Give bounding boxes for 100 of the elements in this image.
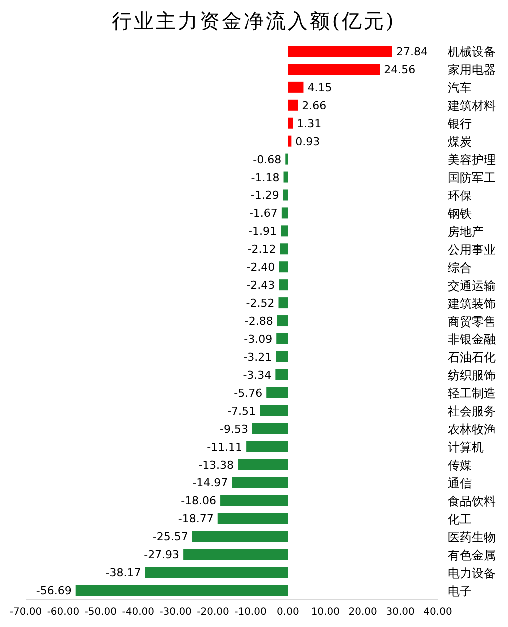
data-label: -1.67 <box>249 207 278 220</box>
data-label: -27.93 <box>144 548 180 562</box>
data-label: -18.77 <box>178 512 214 526</box>
bar <box>276 369 288 380</box>
y-tick-label: 煤炭 <box>448 135 472 150</box>
bar <box>220 495 288 506</box>
bar <box>282 208 288 219</box>
bar <box>192 531 288 542</box>
data-label: -56.69 <box>36 584 72 598</box>
y-tick-label: 化工 <box>448 512 472 526</box>
bar <box>288 64 380 75</box>
y-tick-label: 公用事业 <box>448 242 496 257</box>
y-tick-label: 石油石化 <box>448 350 496 365</box>
y-tick-label: 医药生物 <box>448 530 496 544</box>
bar <box>279 262 288 273</box>
y-tick-label: 环保 <box>448 188 472 203</box>
y-tick-label: 商贸零售 <box>448 314 496 329</box>
y-tick-label: 交通运输 <box>448 278 496 293</box>
data-label: -1.29 <box>250 189 280 202</box>
y-tick-label: 家用电器 <box>448 63 496 78</box>
bar <box>277 316 288 327</box>
data-label: -38.17 <box>106 566 142 580</box>
y-tick-label: 综合 <box>448 260 472 275</box>
y-tick-label: 电子 <box>448 584 472 598</box>
data-label: -25.57 <box>152 530 188 544</box>
y-tick-label: 社会服务 <box>448 404 496 419</box>
bar <box>288 136 292 147</box>
data-label: -2.43 <box>246 279 276 292</box>
y-tick-label: 汽车 <box>448 81 472 96</box>
x-tick-label: -40.00 <box>122 607 154 618</box>
data-label: -11.11 <box>207 440 243 454</box>
data-label: -18.06 <box>181 494 217 508</box>
bar <box>145 567 288 578</box>
data-label: -3.34 <box>243 368 272 382</box>
y-tick-label: 国防军工 <box>448 171 496 186</box>
bar <box>288 100 298 111</box>
bar <box>76 585 288 596</box>
bar <box>276 351 288 362</box>
bar <box>238 459 288 470</box>
y-tick-label: 农林牧渔 <box>448 422 496 437</box>
bar <box>279 280 288 291</box>
data-label: -7.51 <box>228 404 256 418</box>
data-label: -13.38 <box>198 458 234 472</box>
x-tick-label: -60.00 <box>47 607 80 618</box>
bar <box>232 477 288 488</box>
y-tick-label: 轻工制造 <box>448 386 496 401</box>
data-label: -2.40 <box>246 261 276 274</box>
data-label: -3.09 <box>244 332 273 346</box>
data-label: 4.15 <box>308 81 332 94</box>
bar <box>252 423 288 434</box>
data-label: -14.97 <box>192 476 228 490</box>
data-label: -2.88 <box>244 315 274 328</box>
y-tick-label: 非银金融 <box>448 332 496 347</box>
bar <box>288 118 294 129</box>
bar <box>280 244 288 255</box>
y-tick-label: 机械设备 <box>448 45 496 60</box>
bar <box>288 82 304 93</box>
y-tick-label: 建筑装饰 <box>447 296 496 311</box>
x-tick-label: 20.00 <box>348 607 378 618</box>
y-tick-label: 钢铁 <box>447 206 472 221</box>
data-label: -2.52 <box>246 297 275 310</box>
x-tick-label: -50.00 <box>84 607 118 618</box>
x-tick-label: 10.00 <box>311 607 340 618</box>
bar <box>260 405 288 416</box>
bar <box>184 549 288 560</box>
x-tick-label: 30.00 <box>386 607 415 618</box>
y-tick-label: 电力设备 <box>448 566 496 580</box>
data-label: -1.91 <box>248 225 278 238</box>
x-tick-label: -30.00 <box>160 607 192 618</box>
y-tick-label: 建筑材料 <box>447 99 496 114</box>
data-label: 27.84 <box>396 46 428 58</box>
x-tick-label: -10.00 <box>234 607 267 618</box>
data-label: -2.12 <box>248 243 276 256</box>
x-tick-label: 0.00 <box>277 607 300 618</box>
x-tick-label: -70.00 <box>10 607 42 618</box>
x-tick-label: 40.00 <box>424 607 452 618</box>
y-tick-label: 美容护理 <box>448 153 496 168</box>
data-label: -0.68 <box>253 153 282 166</box>
data-label: 24.56 <box>384 63 416 76</box>
data-label: 1.31 <box>297 117 322 130</box>
y-tick-label: 银行 <box>447 117 472 132</box>
bar <box>283 190 288 201</box>
bar <box>276 333 288 344</box>
bar <box>286 154 288 165</box>
bar <box>288 46 392 57</box>
bar <box>218 513 288 524</box>
bar <box>266 387 288 398</box>
data-label: -1.18 <box>251 171 280 184</box>
y-tick-label: 通信 <box>448 476 472 490</box>
data-label: -9.53 <box>220 422 248 436</box>
chart-title: 行业主力资金净流入额(亿元) <box>111 8 397 35</box>
bar <box>284 172 288 183</box>
x-tick-label: -20.00 <box>197 607 230 618</box>
y-tick-label: 纺织服饰 <box>448 368 496 383</box>
data-label: 2.66 <box>302 99 327 112</box>
y-tick-label: 食品饮料 <box>448 494 496 508</box>
data-label: -3.21 <box>244 350 272 364</box>
data-label: 0.93 <box>296 135 320 148</box>
y-tick-label: 计算机 <box>448 440 484 455</box>
y-tick-label: 有色金属 <box>448 548 496 562</box>
